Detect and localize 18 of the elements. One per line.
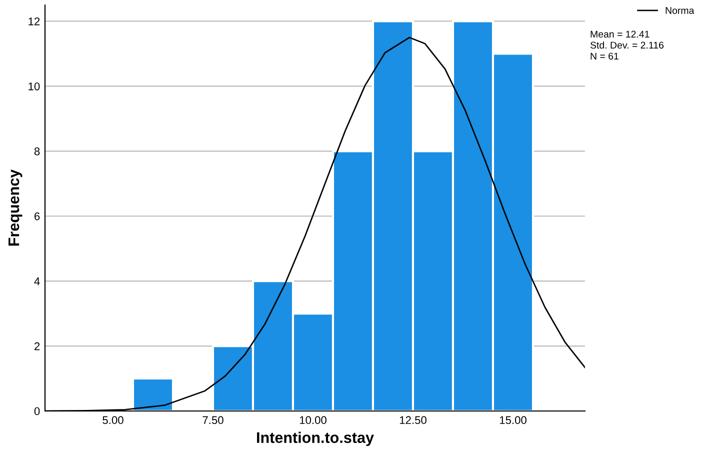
x-tick-label: 15.00 <box>500 416 526 424</box>
y-tick-label: 6 <box>34 212 40 220</box>
text: N = 61 <box>590 52 618 60</box>
y-tick-label: 2 <box>34 342 40 350</box>
text: Mean = 12.41 <box>590 30 650 38</box>
x-tick-label: 10.00 <box>300 416 326 424</box>
y-tick-label: 10 <box>28 82 40 90</box>
legend-label: Norma <box>666 7 694 14</box>
y-tick-label: 0 <box>34 407 40 416</box>
y-tick-label: 8 <box>34 147 40 156</box>
x-tick-label: 7.50 <box>202 416 224 424</box>
y-axis-title: Frequency <box>8 169 22 246</box>
y-tick-label: 4 <box>34 277 40 286</box>
text: Std. Dev. = 2.116 <box>590 41 664 49</box>
x-axis-title: Intention.to.stay <box>257 432 374 446</box>
x-tick-label: 5.00 <box>102 416 124 424</box>
x-tick-label: 12.50 <box>400 416 426 424</box>
y-tick-label: 12 <box>28 18 40 26</box>
